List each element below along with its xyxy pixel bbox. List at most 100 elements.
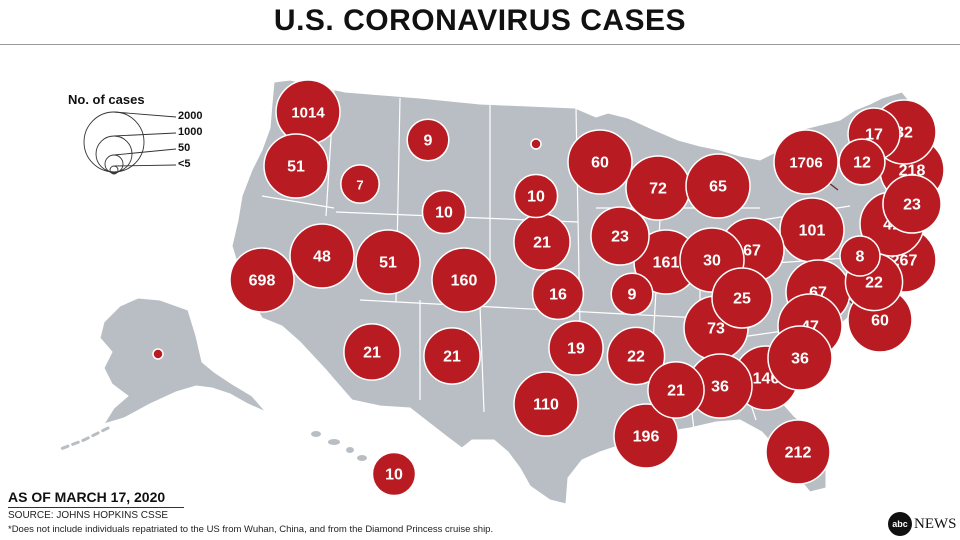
bubble-circle-tennessee — [606, 326, 666, 386]
bubble-michigan: 65 — [685, 153, 751, 219]
bubble-circle-idaho — [340, 164, 380, 204]
bubble-circle-alaska — [152, 348, 164, 360]
bubble-minnesota: 60 — [567, 129, 633, 195]
bubble-new-mexico: 21 — [423, 327, 481, 385]
case-bubbles: 1706101469826721821219616116014611010173… — [152, 79, 945, 497]
bubble-label-nevada: 48 — [313, 249, 331, 266]
legend-circles — [83, 111, 177, 175]
brand-wordmark: NEWS — [914, 515, 957, 532]
bubble-label-wyoming: 10 — [435, 205, 453, 222]
bubble-label-delaware: 8 — [856, 249, 865, 266]
alaska-landmass — [99, 297, 267, 425]
bubble-label-utah: 51 — [379, 255, 397, 272]
bubble-circle-oregon — [263, 133, 329, 199]
legend-label-2000: 2000 — [178, 110, 203, 122]
bubble-washington: 1014 — [275, 79, 341, 145]
bubble-circle-north-dakota — [530, 138, 542, 150]
bubble-label-alabama: 36 — [711, 379, 729, 396]
bubble-rhode-island: 23 — [882, 174, 942, 234]
bubble-circle-nevada — [289, 223, 355, 289]
bubble-circle-utah — [355, 229, 421, 295]
bubble-iowa: 23 — [590, 206, 650, 266]
bubble-label-hawaii: 10 — [385, 467, 403, 484]
bubble-idaho: 7 — [340, 164, 380, 204]
bubble-circle-new-mexico — [423, 327, 481, 385]
source-note: SOURCE: JOHNS HOPKINS CSSE — [8, 510, 169, 521]
bubble-louisiana: 196 — [613, 403, 679, 469]
bubble-circle-mississippi — [647, 361, 705, 419]
bubble-label-south-carolina: 36 — [791, 351, 809, 368]
bubble-circle-texas — [513, 371, 579, 437]
bubble-south-carolina: 36 — [767, 325, 833, 391]
bubble-nebraska: 21 — [513, 213, 571, 271]
bubble-circle-montana — [406, 118, 450, 162]
bubble-illinois: 161 — [633, 229, 699, 295]
bubble-label-texas: 110 — [533, 397, 559, 414]
bubble-label-washington: 1014 — [291, 105, 325, 122]
bubble-label-michigan: 65 — [709, 179, 727, 196]
bubble-circle-california — [229, 247, 295, 313]
bubble-label-arizona: 21 — [363, 345, 381, 362]
legend-title: No. of cases — [68, 92, 145, 107]
bubble-vermont: 12 — [838, 138, 886, 186]
bubble-circle-south-dakota — [513, 173, 559, 219]
bubble-north-dakota — [530, 138, 542, 150]
bubble-circle-wyoming — [421, 189, 467, 235]
bubble-label-pennsylvania: 101 — [799, 223, 826, 240]
bubble-label-new-hampshire: 17 — [865, 127, 883, 144]
bubble-west-virginia: 25 — [711, 267, 773, 329]
abc-logo-mark: abc — [888, 512, 912, 536]
bubble-florida: 212 — [765, 419, 831, 485]
bubble-label-rhode-island: 23 — [903, 197, 921, 214]
bubble-kansas: 16 — [531, 267, 585, 321]
bubble-colorado: 160 — [431, 247, 497, 313]
bubble-circle-arizona — [343, 323, 401, 381]
bubble-label-oregon: 51 — [287, 159, 305, 176]
bubble-label-west-virginia: 25 — [733, 291, 751, 308]
bubble-label-nebraska: 21 — [533, 235, 551, 252]
bubble-label-kentucky: 73 — [707, 321, 725, 338]
bubble-label-new-mexico: 21 — [443, 349, 461, 366]
bubble-label-colorado: 160 — [451, 273, 478, 290]
legend-label-1000: 1000 — [178, 126, 203, 138]
bubble-new-york: 1706 — [773, 129, 839, 195]
bubble-label-iowa: 23 — [611, 229, 629, 246]
bubble-arizona: 21 — [343, 323, 401, 381]
bubble-wyoming: 10 — [421, 189, 467, 235]
bubble-circle-oklahoma — [548, 320, 604, 376]
bubble-label-california: 698 — [249, 273, 276, 290]
bubble-alabama: 36 — [687, 353, 753, 419]
title-divider — [0, 44, 960, 45]
bubble-label-mississippi: 21 — [667, 383, 685, 400]
bubble-label-ohio: 67 — [743, 243, 761, 260]
page-title: U.S. CORONAVIRUS CASES — [273, 4, 687, 37]
as-of-date: AS OF MARCH 17, 2020 — [8, 489, 166, 505]
legend-label-lt5: <5 — [178, 158, 191, 170]
bubble-label-maryland: 22 — [865, 275, 883, 292]
bubble-label-vermont: 12 — [853, 155, 871, 172]
bubble-circle-vermont — [838, 138, 886, 186]
bubble-label-florida: 212 — [785, 445, 812, 462]
bubble-label-louisiana: 196 — [633, 429, 660, 446]
bubble-south-dakota: 10 — [513, 173, 559, 219]
bubble-label-montana: 9 — [424, 133, 433, 150]
bubble-label-minnesota: 60 — [591, 155, 609, 172]
bubble-circle-rhode-island — [882, 174, 942, 234]
bubble-circle-delaware — [839, 235, 881, 277]
bubble-label-tennessee: 22 — [627, 349, 645, 366]
bubble-california: 698 — [229, 247, 295, 313]
bubble-circle-colorado — [431, 247, 497, 313]
bubble-label-south-dakota: 10 — [527, 189, 545, 206]
bubble-label-oklahoma: 19 — [567, 341, 585, 358]
bubble-circle-missouri — [610, 272, 654, 316]
footnote: *Does not include individuals repatriate… — [8, 524, 494, 535]
bubble-nevada: 48 — [289, 223, 355, 289]
bubble-montana: 9 — [406, 118, 450, 162]
bubble-missouri: 9 — [610, 272, 654, 316]
bubble-pennsylvania: 101 — [779, 197, 845, 263]
aleutian-islands — [56, 426, 110, 452]
bubble-delaware: 8 — [839, 235, 881, 277]
bubble-circle-minnesota — [567, 129, 633, 195]
bubble-circle-iowa — [590, 206, 650, 266]
